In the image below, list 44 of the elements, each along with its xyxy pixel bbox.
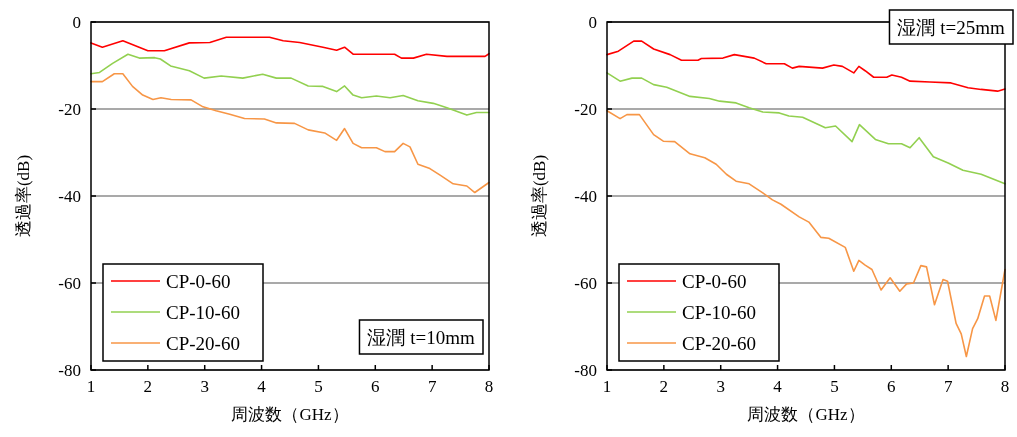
line-series [90, 53, 490, 116]
x-axis-title: 周波数（GHz） [747, 405, 865, 424]
y-axis-title: 透過率(dB) [14, 154, 33, 238]
x-tick-label: 2 [659, 377, 669, 396]
y-axis-title: 透過率(dB) [530, 154, 549, 238]
y-tick-label: -20 [58, 100, 81, 119]
annotation: 湿潤 t=10mm [367, 327, 475, 348]
x-tick-label: 7 [943, 377, 953, 396]
x-tick-label: 3 [200, 377, 209, 396]
legend-label: CP-20-60 [682, 333, 756, 354]
line-series [606, 40, 1006, 92]
line-series [606, 109, 1006, 358]
x-tick-label: 6 [887, 377, 896, 396]
x-tick-label: 1 [86, 377, 96, 396]
x-tick-label: 5 [830, 377, 839, 396]
y-tick-label: -60 [574, 274, 597, 293]
x-tick-label: 7 [427, 377, 437, 396]
annotation: 湿潤 t=25mm [897, 17, 1005, 38]
x-tick-label: 3 [716, 377, 725, 396]
y-tick-label: 0 [72, 13, 81, 32]
x-tick-label: 4 [257, 377, 267, 396]
legend-label: CP-0-60 [682, 271, 747, 292]
y-tick-label: -80 [58, 361, 81, 380]
x-axis-title: 周波数（GHz） [231, 405, 349, 424]
x-tick-label: 5 [314, 377, 323, 396]
x-tick-label: 8 [1000, 377, 1010, 396]
x-tick-label: 8 [484, 377, 494, 396]
line-series [90, 72, 490, 194]
legend-label: CP-0-60 [166, 271, 231, 292]
legend-label: CP-20-60 [166, 333, 240, 354]
x-tick-label: 4 [773, 377, 783, 396]
y-tick-label: -60 [58, 274, 81, 293]
y-tick-label: -20 [574, 100, 597, 119]
y-tick-label: -40 [58, 187, 81, 206]
x-tick-label: 6 [371, 377, 380, 396]
y-tick-label: -80 [574, 361, 597, 380]
legend-label: CP-10-60 [166, 302, 240, 323]
legend-label: CP-10-60 [682, 302, 756, 323]
x-tick-label: 2 [143, 377, 153, 396]
y-tick-label: -40 [574, 187, 597, 206]
y-tick-label: 0 [588, 13, 597, 32]
line-series [90, 36, 490, 59]
line-series [606, 72, 1006, 185]
x-tick-label: 1 [602, 377, 612, 396]
